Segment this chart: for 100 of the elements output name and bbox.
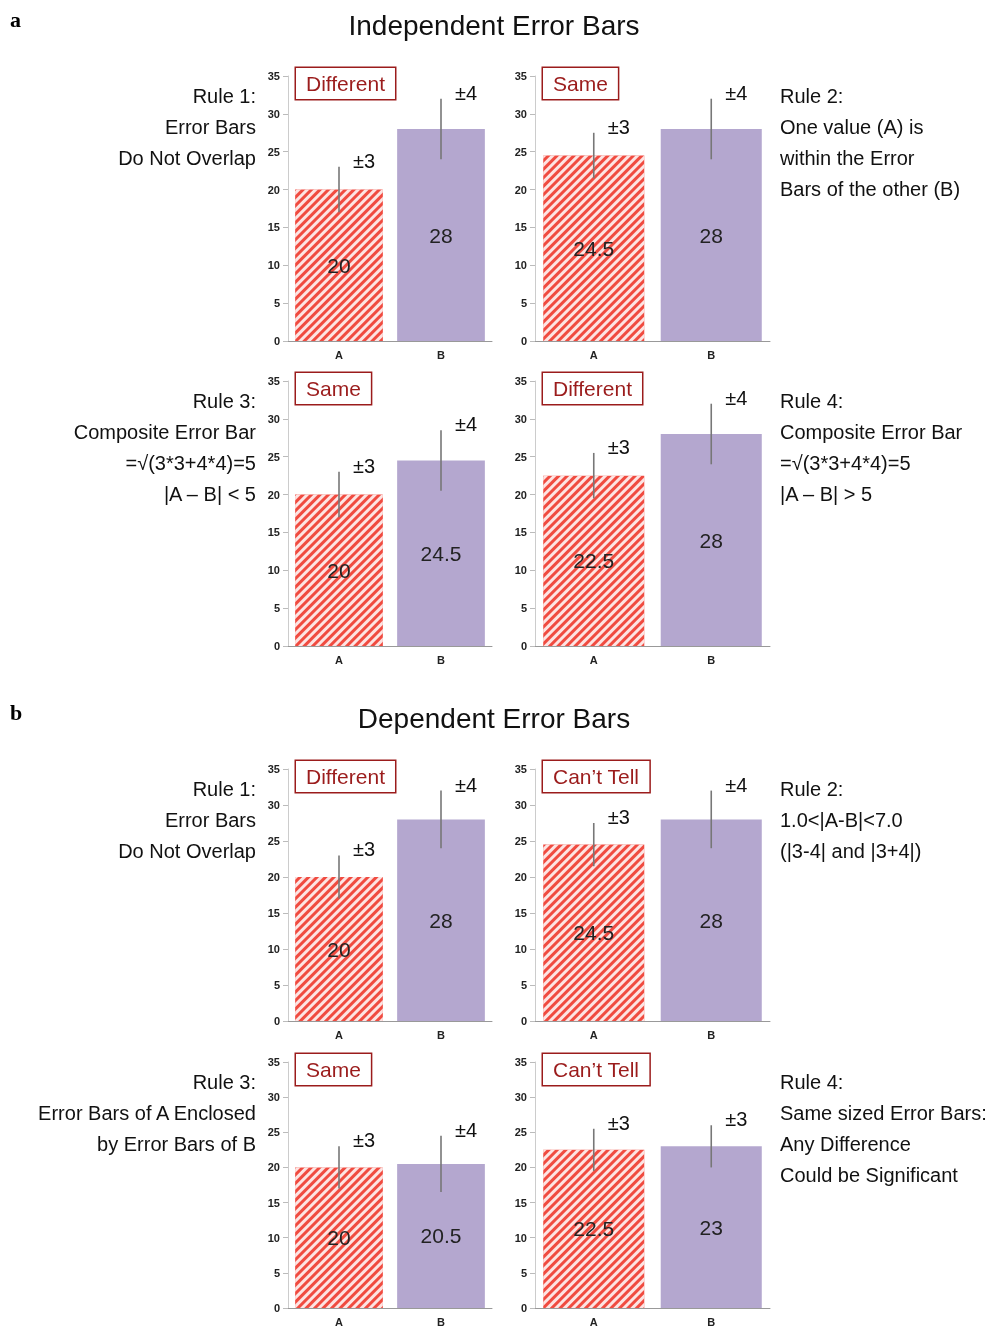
data-label: 22.5 [573,1217,615,1241]
annotation: Same [306,377,361,400]
y-tick-label: 5 [520,1266,527,1279]
y-tick-label: 10 [514,259,527,272]
y-tick-label: 15 [514,221,527,234]
data-label: 24.5 [420,541,462,565]
x-tick-label: B [707,348,716,361]
data-label: 22.5 [573,549,615,573]
y-tick-label: 10 [514,1231,527,1244]
y-tick-label: 15 [514,526,527,539]
data-label: 20 [327,558,351,582]
annotation: ±3 [607,435,630,458]
y-tick-label: 5 [273,297,280,310]
y-tick-label: 10 [514,943,527,955]
annotation: ±3 [353,1129,376,1152]
text: Rule 1: Error Bars Do Not Overlap [118,84,256,169]
data-label: 23 [699,1215,723,1239]
y-tick-label: 0 [273,1015,280,1027]
y-tick-label: 5 [520,979,527,991]
annotation: ±4 [725,81,748,104]
text: a [10,7,21,33]
data-label: 28 [429,908,453,932]
y-tick-label: 30 [514,1091,527,1104]
annotation: Can’t Tell [553,765,639,788]
annotation: ±4 [725,386,748,409]
y-tick-label: 25 [514,835,527,847]
x-tick-label: A [335,1028,344,1041]
x-tick-label: B [707,1028,716,1041]
data-label: 28 [699,223,723,247]
y-tick-label: 5 [520,297,527,310]
data-label: 20 [327,937,351,961]
data-label: 28 [699,528,723,552]
y-tick-label: 20 [267,871,280,883]
y-tick-label: 30 [267,1091,280,1104]
y-tick-label: 20 [514,871,527,883]
y-tick-label: 0 [520,1302,527,1314]
y-tick-label: 5 [520,602,527,615]
y-tick-label: 30 [514,107,527,120]
annotation: ±4 [725,773,748,796]
data-label: 24.5 [573,921,615,945]
y-tick-label: 0 [273,640,280,652]
y-tick-label: 25 [514,145,527,158]
x-tick-label: B [437,653,446,666]
y-tick-label: 10 [514,564,527,577]
data-label: 20 [327,1226,351,1250]
y-tick-label: 0 [273,335,280,347]
y-tick-label: 30 [514,412,527,425]
text: Rule 1: Error Bars Do Not Overlap [118,777,256,862]
y-tick-label: 30 [267,107,280,120]
y-tick-label: 25 [267,145,280,158]
x-tick-label: B [707,1315,716,1328]
text: Rule 2: One value (A) is within the Error Bars of the other (B) [779,84,961,200]
annotation: Different [306,72,386,95]
annotation: ±3 [607,1111,630,1134]
annotation: ±3 [607,115,630,138]
data-label: 28 [699,908,723,932]
y-tick-label: 0 [273,1302,280,1314]
y-tick-label: 35 [267,70,280,82]
text: Rule 3: Error Bars of A Enclosed by Error Bars of B [38,1070,256,1155]
annotation: ±4 [455,81,478,104]
annotation: Different [553,377,633,400]
y-tick-label: 15 [514,1196,527,1209]
y-tick-label: 0 [520,640,527,652]
text: Rule 3: Composite Error Bar =√(3*3+4*4)=5 |A – B| < 5 [73,389,257,505]
annotation: Can’t Tell [553,1058,639,1081]
annotation: Same [553,72,608,95]
y-tick-label: 5 [273,602,280,615]
data-label: 24.5 [573,236,615,260]
y-tick-label: 20 [514,488,527,501]
x-tick-label: A [589,348,598,361]
y-tick-label: 25 [514,450,527,463]
x-tick-label: A [589,1028,598,1041]
x-tick-label: A [589,1315,598,1328]
chart-title: Independent Error Bars [348,10,640,41]
y-tick-label: 25 [267,1126,280,1139]
annotation: ±4 [455,773,478,796]
y-tick-label: 35 [514,763,527,775]
text: Rule 4: Composite Error Bar =√(3*3+4*4)=5 |A – B| > 5 [780,389,963,505]
y-tick-label: 35 [514,1056,527,1068]
data-label: 20.5 [420,1224,462,1248]
y-tick-label: 15 [514,907,527,919]
y-tick-label: 10 [267,1231,280,1244]
y-tick-label: 25 [267,450,280,463]
annotation: ±3 [353,149,376,172]
y-tick-label: 15 [267,907,280,919]
y-tick-label: 15 [267,221,280,234]
y-tick-label: 35 [267,763,280,775]
x-tick-label: B [437,348,446,361]
y-tick-label: 15 [267,526,280,539]
y-tick-label: 5 [273,979,280,991]
text: Rule 2: 1.0<|A-B|<7.0 (|3-4| and |3+4|) [780,777,922,862]
annotation: ±4 [455,1118,478,1141]
chart-title: Dependent Error Bars [357,703,631,734]
y-tick-label: 15 [267,1196,280,1209]
y-tick-label: 20 [267,488,280,501]
annotation: ±3 [607,806,630,828]
y-tick-label: 5 [273,1266,280,1279]
text: Rule 4: Same sized Error Bars: Any Difference Could be Significant [780,1070,987,1186]
annotation: ±3 [353,454,376,477]
y-tick-label: 10 [267,564,280,577]
